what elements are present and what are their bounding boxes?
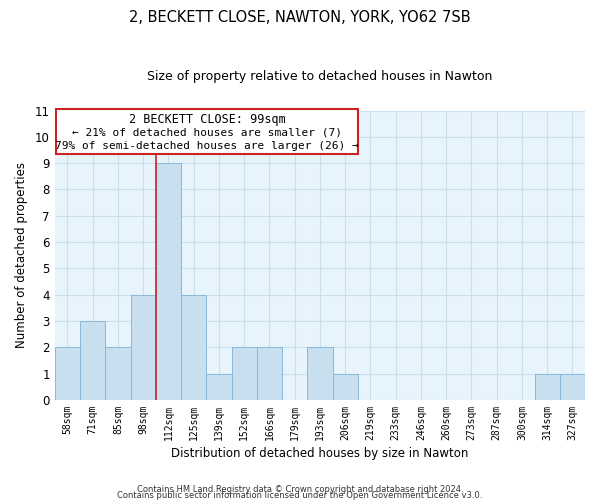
Bar [257,348,282,400]
Text: Contains HM Land Registry data © Crown copyright and database right 2024.: Contains HM Land Registry data © Crown c… [137,484,463,494]
Bar [156,163,181,400]
Text: 79% of semi-detached houses are larger (26) →: 79% of semi-detached houses are larger (… [55,141,359,151]
Bar [560,374,585,400]
Bar [232,348,257,400]
Y-axis label: Number of detached properties: Number of detached properties [15,162,28,348]
Title: Size of property relative to detached houses in Nawton: Size of property relative to detached ho… [147,70,493,83]
Text: Contains public sector information licensed under the Open Government Licence v3: Contains public sector information licen… [118,490,482,500]
Bar [535,374,560,400]
Bar [332,374,358,400]
Bar [80,321,106,400]
X-axis label: Distribution of detached houses by size in Nawton: Distribution of detached houses by size … [171,447,469,460]
Bar [56,109,358,154]
Bar [131,294,156,400]
Bar [206,374,232,400]
Text: ← 21% of detached houses are smaller (7): ← 21% of detached houses are smaller (7) [72,128,342,138]
Text: 2 BECKETT CLOSE: 99sqm: 2 BECKETT CLOSE: 99sqm [128,114,285,126]
Bar [106,348,131,400]
Text: 2, BECKETT CLOSE, NAWTON, YORK, YO62 7SB: 2, BECKETT CLOSE, NAWTON, YORK, YO62 7SB [129,10,471,25]
Bar [181,294,206,400]
Bar [307,348,332,400]
Bar [55,348,80,400]
